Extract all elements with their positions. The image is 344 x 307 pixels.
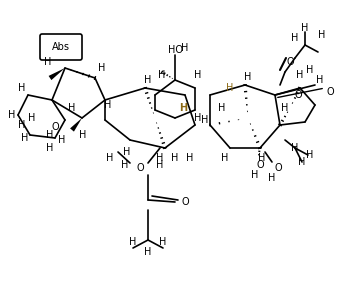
- Text: H: H: [318, 30, 326, 40]
- Text: O: O: [51, 122, 59, 132]
- Text: H: H: [181, 43, 189, 53]
- Text: H: H: [68, 103, 76, 113]
- Text: H: H: [21, 133, 29, 143]
- Text: HO: HO: [168, 45, 183, 55]
- Text: H: H: [104, 100, 112, 110]
- Polygon shape: [49, 68, 65, 80]
- Text: H: H: [123, 147, 131, 157]
- Text: H: H: [244, 72, 252, 82]
- Text: O: O: [256, 160, 264, 170]
- Text: H: H: [179, 103, 187, 113]
- Text: H: H: [251, 170, 259, 180]
- Text: O: O: [286, 57, 294, 67]
- Text: H: H: [258, 153, 266, 163]
- Text: H: H: [201, 115, 209, 125]
- Text: H: H: [28, 113, 36, 123]
- Text: H: H: [58, 135, 66, 145]
- Text: H: H: [268, 173, 276, 183]
- Text: H: H: [171, 153, 179, 163]
- Text: H: H: [306, 65, 314, 75]
- Text: H: H: [106, 153, 114, 163]
- Text: Abs: Abs: [52, 42, 70, 52]
- Text: O: O: [326, 87, 334, 97]
- Text: H: H: [306, 150, 314, 160]
- Text: H: H: [301, 23, 309, 33]
- Text: H: H: [18, 83, 26, 93]
- Text: H: H: [194, 70, 202, 80]
- FancyBboxPatch shape: [40, 34, 82, 60]
- Text: H: H: [156, 153, 164, 163]
- Text: H: H: [221, 153, 229, 163]
- Text: H: H: [218, 103, 226, 113]
- Text: H: H: [18, 120, 26, 130]
- Text: H: H: [281, 103, 289, 113]
- Text: H: H: [186, 153, 194, 163]
- Text: H: H: [158, 70, 166, 80]
- Text: H: H: [44, 57, 52, 67]
- Text: H: H: [298, 157, 306, 167]
- Text: H: H: [144, 75, 152, 85]
- Text: H: H: [46, 143, 54, 153]
- Polygon shape: [70, 118, 82, 132]
- Text: O: O: [181, 197, 189, 207]
- Text: H: H: [291, 33, 299, 43]
- Text: O: O: [294, 90, 302, 100]
- Text: H: H: [129, 237, 137, 247]
- Text: H: H: [316, 75, 324, 85]
- Text: H: H: [156, 160, 164, 170]
- Text: H: H: [144, 247, 152, 257]
- Text: H: H: [296, 70, 304, 80]
- Text: O: O: [274, 163, 282, 173]
- Text: H: H: [194, 113, 202, 123]
- Text: H: H: [121, 160, 129, 170]
- Text: H: H: [8, 110, 16, 120]
- Text: H: H: [159, 237, 167, 247]
- Text: H: H: [226, 83, 234, 93]
- Text: O: O: [136, 163, 144, 173]
- Text: H: H: [98, 63, 106, 73]
- Text: H: H: [46, 130, 54, 140]
- Text: H: H: [291, 143, 299, 153]
- Text: H: H: [79, 130, 87, 140]
